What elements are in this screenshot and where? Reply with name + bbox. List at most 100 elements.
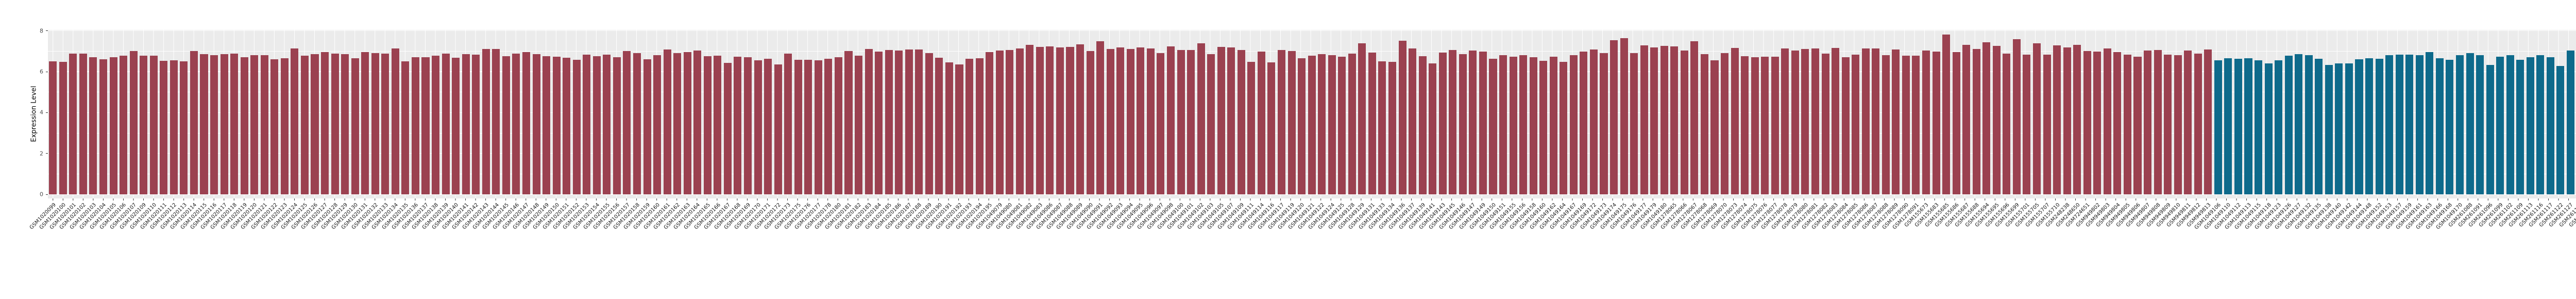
bar-slot <box>400 30 411 194</box>
bar-slot <box>209 30 219 194</box>
bar-slot <box>1911 30 1921 194</box>
bar-GSM1020164 <box>693 51 702 194</box>
bar-GSM1020154 <box>592 56 601 194</box>
bar-GSM155695 <box>1992 46 2001 194</box>
bar-GSM1049121 <box>1308 55 1316 194</box>
bar-slot <box>169 30 179 194</box>
bar-slot <box>1307 30 1317 194</box>
bar-GSM1049093 <box>1116 47 1125 194</box>
bar-slot <box>310 30 320 194</box>
bar-GSM248650 <box>2073 45 2081 194</box>
bar-GSM1020105 <box>109 57 117 194</box>
bar-slot <box>2495 30 2505 194</box>
bar-GSM1049133 <box>1378 61 1386 194</box>
bar-slot <box>380 30 391 194</box>
y-tick-label-4: 4 <box>40 109 43 116</box>
bar-slot <box>1720 30 1730 194</box>
bar-slot <box>1790 30 1801 194</box>
bar-GSM949809 <box>2164 55 2172 194</box>
bar-slot <box>1780 30 1790 194</box>
bar-GSM1049132 <box>2304 55 2313 194</box>
bar-slot <box>863 30 874 194</box>
bar-GSM155687 <box>1962 45 1971 194</box>
bar-slot <box>592 30 602 194</box>
bar-GSM1020137 <box>421 57 430 194</box>
bar-GSM1049091 <box>1096 41 1105 194</box>
bar-slot <box>1921 30 1931 194</box>
bar-GSM1049157 <box>2395 54 2403 194</box>
bar-slot <box>189 30 199 194</box>
bar-GSM155707 <box>2043 55 2051 194</box>
bar-GSM1278070 <box>1721 53 1729 194</box>
bar-GSM1049080 <box>1006 50 1014 194</box>
bar-GSM1049135 <box>2315 59 2323 194</box>
bar-GSM1049087 <box>1056 47 1064 194</box>
bar-slot <box>58 30 69 194</box>
bar-slot <box>139 30 149 194</box>
y-tick-mark-8 <box>46 30 48 31</box>
bar-slot <box>803 30 814 194</box>
bar-slot <box>562 30 572 194</box>
bar-slot <box>2032 30 2042 194</box>
bar-GSM1049124 <box>1328 55 1336 194</box>
bar-slot <box>431 30 441 194</box>
bar-GSM1049137 <box>1409 48 1417 194</box>
bar-GSM1049148 <box>2365 58 2374 194</box>
bar-slot <box>2535 30 2546 194</box>
bar-GSM1049161 <box>2415 55 2424 194</box>
bar-slot <box>411 30 421 194</box>
bar-GSM261117 <box>2546 57 2554 194</box>
bar-slot <box>159 30 169 194</box>
bar-GSM1020130 <box>351 58 359 194</box>
bar-slot <box>904 30 914 194</box>
bar-GSM1020113 <box>180 61 188 194</box>
bar-slot <box>320 30 330 194</box>
bar-GSM1278073 <box>1731 47 1739 194</box>
bar-slot <box>108 30 118 194</box>
bar-slot <box>541 30 552 194</box>
bar-GSM1049163 <box>2426 52 2434 194</box>
bar-GSM1049143 <box>1438 53 1447 194</box>
bar-GSM1020177 <box>814 60 822 194</box>
bar-slot <box>2203 30 2213 194</box>
bar-slot <box>602 30 612 194</box>
bar-GSM1049092 <box>1106 48 1114 194</box>
bar-GSM1020161 <box>663 49 671 194</box>
bar-slot <box>1609 30 1619 194</box>
bar-slot <box>1569 30 1579 194</box>
bar-slot <box>2062 30 2072 194</box>
bar-slot <box>1397 30 1408 194</box>
bar-GSM1020124 <box>291 48 299 194</box>
bar-slot <box>1992 30 2002 194</box>
bar-GSM155701 <box>2023 55 2031 194</box>
bar-GSM1049174 <box>1610 40 1618 194</box>
bar-slot <box>2092 30 2103 194</box>
bar-GSM1049096 <box>1146 48 1155 194</box>
bar-GSM949805 <box>2123 55 2131 194</box>
bar-slot <box>1417 30 1428 194</box>
bar-GSM1049110 <box>2224 58 2232 194</box>
x-axis-labels: GSM1020099 GSM1020100 GSM1020101 GSM1020102… <box>28 202 2576 231</box>
bar-slot <box>2223 30 2233 194</box>
bar-slot <box>622 30 632 194</box>
bar-GSM1278069 <box>1710 60 1719 194</box>
bar-slot <box>2425 30 2435 194</box>
bar-GSM1020147 <box>522 52 530 194</box>
bar-GSM261116 <box>2536 55 2545 194</box>
bar-slot <box>1709 30 1720 194</box>
bar-slot <box>1176 30 1186 194</box>
bar-GSM1020192 <box>955 64 963 194</box>
bar-slot <box>1961 30 1972 194</box>
bar-slot <box>1126 30 1136 194</box>
bar-GSM1278091 <box>1912 55 1920 194</box>
bar-GSM1049082 <box>1026 45 1034 194</box>
bar-GSM1049176 <box>1630 53 1638 194</box>
bar-GSM1020123 <box>280 58 289 194</box>
bar-GSM1049081 <box>1015 48 1024 194</box>
bar-GSM1020166 <box>714 55 722 194</box>
bar-GSM1020129 <box>341 54 349 194</box>
bar-GSM1049138 <box>2325 65 2333 194</box>
bar-GSM1049123 <box>2275 60 2283 194</box>
bar-slot <box>1236 30 1247 194</box>
